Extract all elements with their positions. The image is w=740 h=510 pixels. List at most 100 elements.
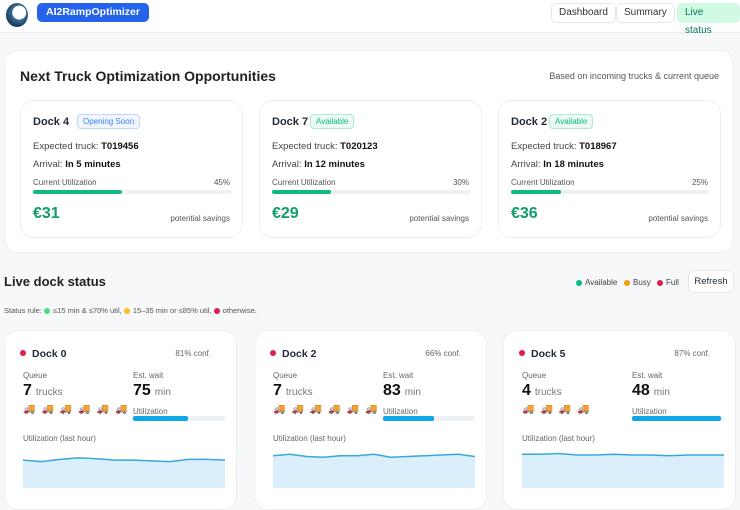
utilization-label: Utilization xyxy=(632,407,667,416)
sparkline-area xyxy=(273,454,475,488)
status-badge: Opening Soon xyxy=(77,114,141,129)
confidence: 81% conf. xyxy=(175,349,211,358)
wait-value: 75 min xyxy=(133,382,171,399)
utilization-label: Current Utilization xyxy=(511,178,575,187)
arrival: Arrival: In 12 minutes xyxy=(272,159,365,170)
utilization-label: Current Utilization xyxy=(272,178,336,187)
nav-summary[interactable]: Summary xyxy=(616,3,675,23)
savings-amount: €29 xyxy=(272,205,299,222)
green-dot-icon xyxy=(44,308,51,315)
utilization-label: Current Utilization xyxy=(33,178,97,187)
utilization-bar xyxy=(272,190,470,194)
utilization-sparkline xyxy=(273,453,475,488)
savings-label: potential savings xyxy=(170,214,230,223)
wait-label: Est. wait xyxy=(383,371,414,380)
utilization-percent: 30% xyxy=(452,178,469,187)
truck-icon: 🚚 xyxy=(96,404,116,415)
truck-icon: 🚚 xyxy=(577,404,596,415)
dock-name: Dock 4 xyxy=(33,116,70,128)
confidence: 66% conf. xyxy=(425,349,461,358)
truck-icons: 🚚🚚🚚🚚🚚🚚 xyxy=(273,404,384,415)
truck-icon: 🚚 xyxy=(522,404,541,415)
savings-amount: €36 xyxy=(511,205,538,222)
truck-icon: 🚚 xyxy=(309,404,329,415)
utilization-percent: 45% xyxy=(213,178,230,187)
queue-value: 7 trucks xyxy=(23,382,63,399)
dock-card[interactable]: Dock 2 66% conf. Queue 7 trucks Est. wait… xyxy=(254,330,487,510)
nav-live-status[interactable]: Live status xyxy=(677,3,740,36)
dock-name: Dock 2 xyxy=(511,116,548,128)
truck-icons: 🚚🚚🚚🚚🚚🚚 xyxy=(23,404,134,415)
arrival: Arrival: In 5 minutes xyxy=(33,159,121,170)
utilization-bar xyxy=(511,190,709,194)
expected-truck: Expected truck: T019456 xyxy=(33,141,139,152)
queue-value: 4 trucks xyxy=(522,382,562,399)
dock-name: Dock 0 xyxy=(32,348,67,360)
dock-name: Dock 2 xyxy=(282,348,317,360)
truck-icon: 🚚 xyxy=(365,404,384,415)
utilization-label: Utilization xyxy=(383,407,418,416)
sparkline-label: Utilization (last hour) xyxy=(522,434,595,443)
utilization-label: Utilization xyxy=(133,407,168,416)
expected-truck: Expected truck: T018967 xyxy=(511,141,617,152)
status-dot-icon xyxy=(20,350,26,356)
dock-name: Dock 5 xyxy=(531,348,566,360)
truck-icon: 🚚 xyxy=(78,404,97,415)
sparkline-label: Utilization (last hour) xyxy=(23,434,96,443)
sparkline-area xyxy=(522,453,724,488)
legend-available: Available xyxy=(576,278,617,287)
utilization-bar xyxy=(632,416,724,421)
sparkline-line xyxy=(273,453,475,458)
truck-icon: 🚚 xyxy=(273,404,292,415)
opportunities-title: Next Truck Optimization Opportunities xyxy=(20,68,276,84)
legend-busy: Busy xyxy=(624,278,651,287)
green-dot-icon xyxy=(576,279,582,286)
status-badge: Available xyxy=(549,114,594,129)
truck-icons: 🚚🚚🚚🚚 xyxy=(522,404,596,415)
queue-label: Queue xyxy=(522,371,547,380)
truck-icon: 🚚 xyxy=(59,404,79,415)
opportunity-card[interactable]: Dock 4 Opening Soon Expected truck: T019… xyxy=(20,100,243,238)
opportunities-subtitle: Based on incoming trucks & current queue xyxy=(549,71,719,81)
utilization-sparkline xyxy=(522,452,724,488)
arrival: Arrival: In 18 minutes xyxy=(511,159,604,170)
sparkline-line xyxy=(23,457,225,463)
savings-amount: €31 xyxy=(33,205,60,222)
dock-card[interactable]: Dock 5 87% conf. Queue 4 trucks Est. wait… xyxy=(503,330,736,510)
sparkline-line xyxy=(522,452,724,457)
legend-full: Full xyxy=(657,278,679,287)
refresh-button[interactable]: Refresh xyxy=(688,270,734,293)
truck-icon: 🚚 xyxy=(115,404,134,415)
sparkline-area xyxy=(23,457,225,488)
truck-icon: 🚚 xyxy=(291,404,310,415)
queue-value: 7 trucks xyxy=(273,382,313,399)
wait-label: Est. wait xyxy=(133,371,164,380)
utilization-sparkline xyxy=(23,457,225,488)
queue-label: Queue xyxy=(23,371,48,380)
opportunity-card[interactable]: Dock 2 Available Expected truck: T018967… xyxy=(498,100,721,238)
live-status-title: Live dock status xyxy=(4,274,106,289)
status-rule: Status rule: ≤15 min & ≤70% util, 15–35 … xyxy=(4,306,257,315)
utilization-bar xyxy=(383,416,475,421)
utilization-percent: 25% xyxy=(691,178,708,187)
nav-dashboard[interactable]: Dashboard xyxy=(551,3,616,23)
status-badge: Available xyxy=(310,114,355,129)
top-bar: AI2RampOptimizer Dashboard Summary Live … xyxy=(0,0,740,36)
wait-label: Est. wait xyxy=(632,371,663,380)
status-dot-icon xyxy=(270,350,276,356)
truck-icon: 🚚 xyxy=(41,404,60,415)
app-brand-button[interactable]: AI2RampOptimizer xyxy=(37,3,149,22)
sparkline-label: Utilization (last hour) xyxy=(273,434,346,443)
truck-icon: 🚚 xyxy=(23,404,42,415)
savings-label: potential savings xyxy=(648,214,708,223)
dock-card[interactable]: Dock 0 81% conf. Queue 7 trucks Est. wait… xyxy=(4,330,237,510)
company-logo xyxy=(6,3,28,27)
opportunities-panel: Next Truck Optimization Opportunities Ba… xyxy=(4,50,734,253)
red-dot-icon xyxy=(657,279,663,286)
opportunity-card[interactable]: Dock 7 Available Expected truck: T020123… xyxy=(259,100,482,238)
truck-icon: 🚚 xyxy=(540,404,559,415)
confidence: 87% conf. xyxy=(674,349,710,358)
savings-label: potential savings xyxy=(409,214,469,223)
truck-icon: 🚚 xyxy=(346,404,366,415)
wait-value: 48 min xyxy=(632,382,670,399)
